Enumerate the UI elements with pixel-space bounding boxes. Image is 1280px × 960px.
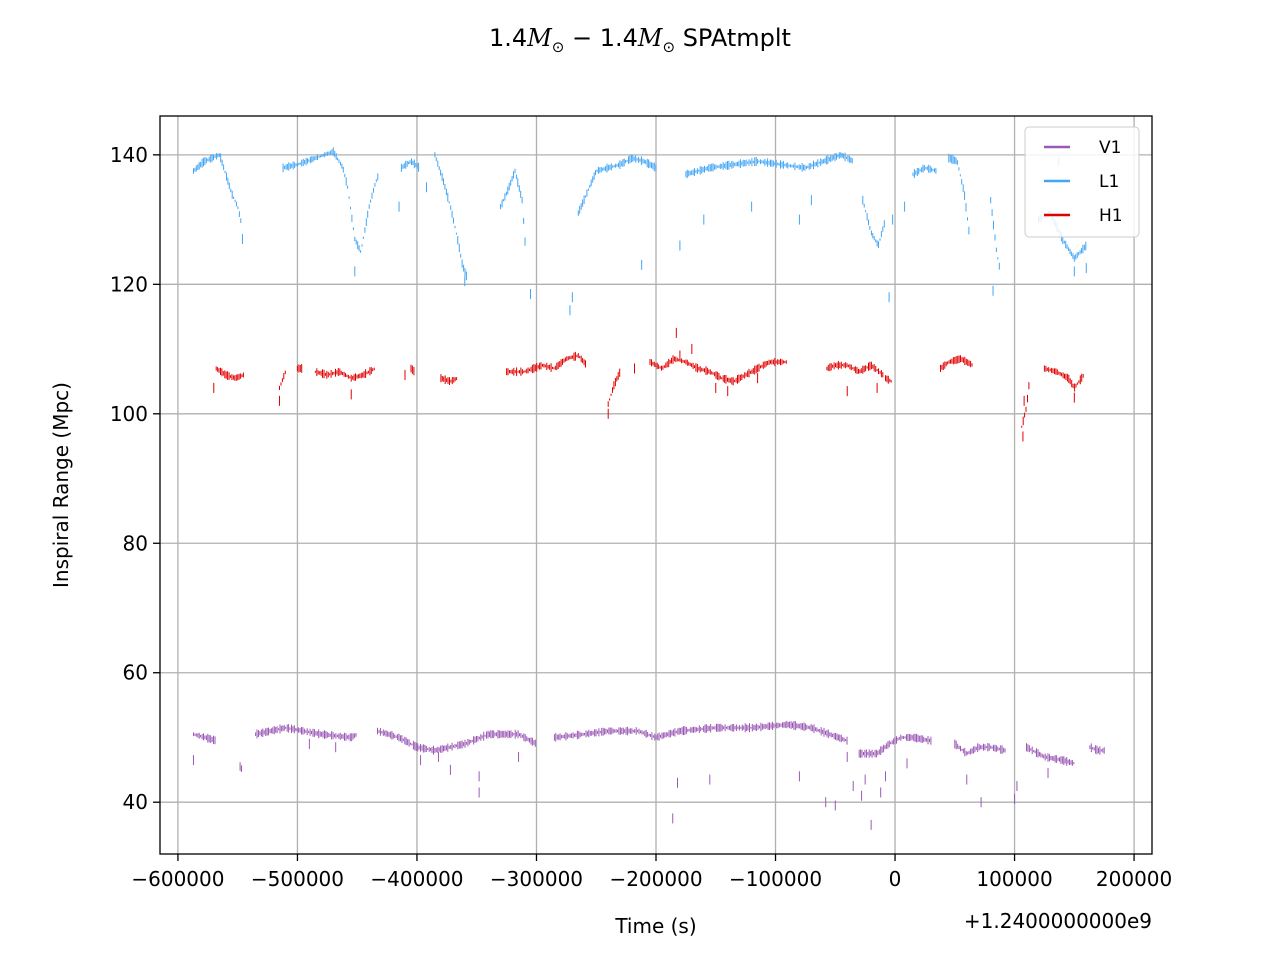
x-tick-label: −200000 <box>609 867 702 891</box>
title-part-prefix-2: 1.4 <box>600 24 638 52</box>
series-segment <box>948 153 970 235</box>
series-segment <box>858 733 932 758</box>
series-segment <box>193 153 242 223</box>
series-segment <box>400 158 420 172</box>
legend-label-V1: V1 <box>1099 138 1121 158</box>
chart-title: 1.4M⊙ − 1.4M⊙ SPAtmplt <box>489 24 791 56</box>
series-segment <box>885 375 892 384</box>
title-sun-symbol-2: ⊙ <box>662 38 675 56</box>
series-segment <box>500 168 526 246</box>
series-segment <box>1043 365 1084 392</box>
y-tick-label: 100 <box>110 402 148 426</box>
x-tick-label: −600000 <box>131 867 224 891</box>
series-segment <box>577 154 657 216</box>
series-segment <box>862 195 885 248</box>
x-axis-label: Time (s) <box>614 914 696 938</box>
x-tick-label: 100000 <box>976 867 1052 891</box>
series-segment <box>296 364 303 373</box>
series-segment <box>506 351 586 377</box>
x-tick-label: −300000 <box>490 867 583 891</box>
series-segment <box>434 152 467 281</box>
series-segment <box>1089 743 1105 755</box>
x-tick-label: 200000 <box>1096 867 1172 891</box>
series-segment <box>410 364 415 376</box>
series-segment <box>1026 743 1075 766</box>
title-part-prefix: 1.4 <box>489 24 527 52</box>
x-tick-label: 0 <box>889 867 902 891</box>
series-segment <box>440 374 458 385</box>
series-segment <box>255 724 357 742</box>
series-segment <box>912 164 937 178</box>
title-suffix: SPAtmplt <box>675 24 791 52</box>
series-V1 <box>192 720 1105 830</box>
series-segment <box>279 370 286 390</box>
series-segment <box>193 732 216 745</box>
y-tick-label: 140 <box>110 143 148 167</box>
y-tick-label: 120 <box>110 272 148 296</box>
axis-ticks: −600000 −500000 −400000 −300000 −200000 −1000… <box>110 143 1172 891</box>
title-mass-symbol-2: M <box>637 24 664 52</box>
series-segment <box>215 366 244 381</box>
series-segment <box>282 147 379 253</box>
legend-box <box>1024 126 1140 238</box>
series-segment <box>685 152 853 179</box>
series-segment <box>239 762 242 772</box>
grid-lines <box>160 116 1152 854</box>
y-tick-label: 80 <box>123 531 148 555</box>
x-tick-label: −100000 <box>729 867 822 891</box>
y-axis-label: Inspiral Range (Mpc) <box>49 382 73 588</box>
legend: V1 L1 H1 <box>1024 126 1140 238</box>
series-H1 <box>213 327 1084 442</box>
series-segment <box>954 739 1006 757</box>
series-segment <box>990 197 1000 270</box>
series-segment <box>940 355 973 372</box>
series-segment <box>826 360 884 378</box>
title-mass-symbol: M <box>526 24 553 52</box>
x-tick-label: −500000 <box>251 867 344 891</box>
series-segment <box>377 727 536 755</box>
y-tick-label: 40 <box>123 790 148 814</box>
y-tick-label: 60 <box>123 661 148 685</box>
title-sun-symbol: ⊙ <box>552 38 565 56</box>
legend-label-H1: H1 <box>1099 206 1123 226</box>
x-tick-label: −400000 <box>370 867 463 891</box>
legend-label-L1: L1 <box>1099 172 1119 192</box>
title-minus: − <box>564 24 599 52</box>
plot-data <box>192 147 1105 830</box>
series-segment <box>1021 382 1030 428</box>
series-segment <box>314 367 375 382</box>
series-segment <box>607 368 621 407</box>
series-segment <box>553 720 848 745</box>
x-axis-offset-label: +1.2400000000e9 <box>964 909 1152 933</box>
series-L1 <box>193 147 1087 316</box>
